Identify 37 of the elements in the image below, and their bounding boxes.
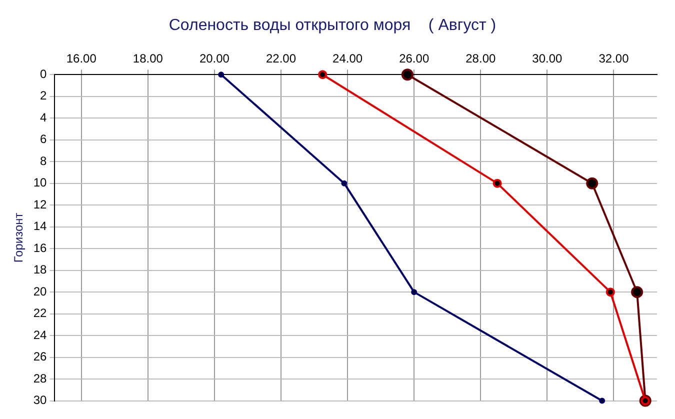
point [218,72,224,78]
y-tick-label: 2 [40,88,48,103]
point [401,68,414,81]
y-tick-label: 8 [40,154,48,168]
y-tick-label: 14 [33,219,48,234]
x-tick-label: 16.00 [66,52,97,66]
y-axis-title: Горизонт [12,212,26,263]
x-tick-label: 20.00 [199,52,230,66]
y-tick-label: 22 [33,306,48,320]
y-tick-label: 6 [40,132,48,146]
x-tick-label: 30.00 [532,52,563,66]
y-tick-label: 26 [33,350,48,364]
point [492,178,502,188]
x-tick-label: 28.00 [466,52,496,66]
x-tick-label: 24.00 [332,52,363,66]
x-tick-label: 22.00 [266,52,296,66]
x-tick-label: 18.00 [132,52,164,66]
point [318,70,328,80]
x-tick-label: 26.00 [399,52,430,66]
point [341,180,348,186]
x-tick-label: 32.00 [598,52,630,66]
point [599,398,606,404]
y-tick-label: 28 [33,371,48,386]
y-tick-label: 24 [33,328,48,342]
point [631,286,644,298]
point [411,289,418,296]
point [606,288,615,297]
y-tick-label: 4 [40,110,48,124]
y-tick-label: 0 [40,66,48,81]
y-tick-label: 20 [33,284,48,298]
y-tick-label: 30 [33,393,48,408]
y-tick-label: 16 [33,240,48,255]
y-tick-label: 10 [33,176,48,190]
chart-title: Соленость воды открытого моря ( Август ) [168,17,496,34]
y-tick-label: 18 [33,262,48,277]
y-tick-label: 12 [33,197,48,212]
point [586,177,598,190]
